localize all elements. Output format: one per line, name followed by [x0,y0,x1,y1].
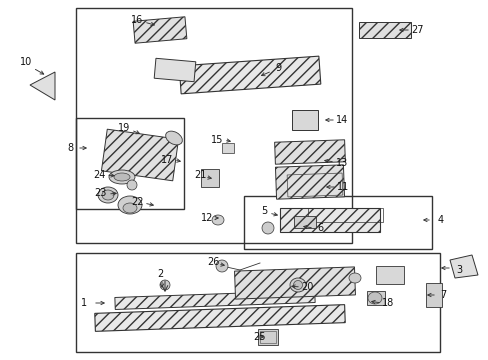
Polygon shape [449,255,477,278]
Text: 20: 20 [300,282,312,292]
Text: 23: 23 [94,188,106,198]
Bar [154,58,195,82]
Text: 19: 19 [118,123,130,133]
Text: 12: 12 [201,213,213,223]
Ellipse shape [289,278,305,292]
Text: 7: 7 [439,290,445,300]
Text: 27: 27 [411,25,424,35]
Bar [307,208,382,222]
Bar [274,140,345,164]
Bar [95,305,345,331]
Bar [101,129,178,181]
Text: 15: 15 [210,135,223,145]
Bar [76,118,183,209]
Ellipse shape [109,170,135,184]
Bar [275,165,344,199]
Text: 25: 25 [253,332,265,342]
Text: 14: 14 [335,115,347,125]
Text: 4: 4 [437,215,443,225]
Bar [293,216,315,228]
Ellipse shape [160,280,170,290]
Text: 8: 8 [67,143,73,153]
Text: 6: 6 [316,223,323,233]
Ellipse shape [348,273,360,283]
Bar [291,110,317,130]
Text: 2: 2 [157,269,163,279]
Text: 1: 1 [81,298,87,308]
Bar [260,331,275,343]
Ellipse shape [118,196,142,214]
Bar [425,283,441,307]
Ellipse shape [165,131,182,145]
Text: 11: 11 [336,182,348,192]
Text: 3: 3 [455,265,461,275]
Bar [133,17,186,43]
Ellipse shape [216,260,227,272]
Text: 18: 18 [381,298,393,308]
Text: 5: 5 [260,206,266,216]
Ellipse shape [102,190,114,200]
Ellipse shape [262,222,273,234]
Polygon shape [30,72,55,100]
Text: 17: 17 [161,155,173,165]
Bar [258,329,278,345]
Ellipse shape [114,173,130,181]
Text: 13: 13 [335,158,347,168]
Bar [375,266,403,284]
Text: 16: 16 [131,15,143,25]
Text: 22: 22 [131,197,144,207]
Bar [366,291,384,305]
Ellipse shape [123,203,137,213]
Text: 26: 26 [206,257,219,267]
Text: 24: 24 [93,170,105,180]
Ellipse shape [212,215,224,225]
Text: 9: 9 [274,63,281,73]
Bar [234,267,355,299]
Bar [244,196,431,249]
Ellipse shape [98,187,118,203]
Bar [76,253,439,352]
Text: 21: 21 [193,170,206,180]
Ellipse shape [293,280,302,289]
Bar [358,22,410,38]
Bar [280,208,379,232]
Bar [179,56,320,94]
Bar [115,291,314,310]
Bar [286,173,342,197]
Bar [76,8,351,243]
Text: 10: 10 [20,57,32,67]
Bar [201,169,219,187]
Bar [222,143,234,153]
Ellipse shape [367,292,381,304]
Ellipse shape [127,180,137,190]
